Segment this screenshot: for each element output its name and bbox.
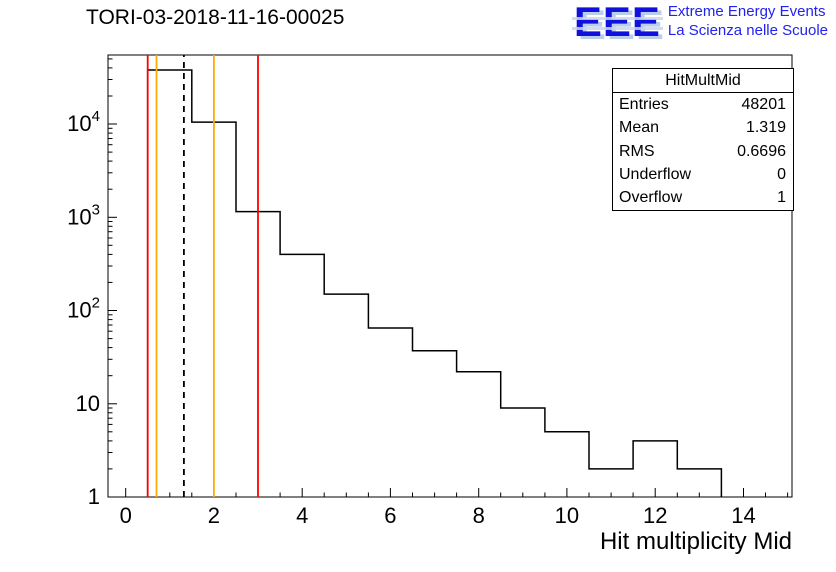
plot-frame bbox=[107, 54, 793, 498]
stats-row: Mean 1.319 bbox=[613, 116, 793, 139]
logo-line2: La Scienza nelle Scuole bbox=[667, 21, 828, 39]
stat-value: 1 bbox=[777, 189, 786, 207]
histogram-step-line bbox=[146, 69, 723, 497]
y-tick-label: 1 bbox=[88, 484, 100, 509]
stat-label: Entries bbox=[619, 96, 669, 114]
stat-value: 0 bbox=[777, 165, 786, 183]
x-tick-label: 6 bbox=[384, 503, 396, 528]
y-tick-label: 10 bbox=[76, 391, 100, 416]
x-tick-label: 8 bbox=[473, 503, 485, 528]
stat-label: RMS bbox=[619, 142, 655, 160]
eee-logo: EEE Extreme Energy Events La Scienza nel… bbox=[571, 0, 828, 45]
stats-row: Underflow 0 bbox=[613, 163, 793, 186]
stat-value: 0.6696 bbox=[737, 142, 786, 160]
y-tick-label: 102 bbox=[67, 295, 100, 323]
logo-text: Extreme Energy Events La Scienza nelle S… bbox=[668, 3, 828, 41]
stats-box: HitMultMid Entries 48201 Mean 1.319 RMS 0.669… bbox=[612, 68, 794, 211]
stat-label: Overflow bbox=[619, 189, 683, 207]
stats-row: Entries 48201 bbox=[613, 93, 793, 116]
x-tick-label: 2 bbox=[208, 503, 220, 528]
x-tick-label: 12 bbox=[643, 503, 667, 528]
logo-line1: Extreme Energy Events bbox=[667, 3, 826, 21]
x-axis-label: Hit multiplicity Mid bbox=[600, 528, 792, 555]
x-tick-label: 4 bbox=[296, 503, 308, 528]
plot-title: TORI-03-2018-11-16-00025 bbox=[86, 6, 345, 29]
y-tick-label: 104 bbox=[67, 108, 100, 136]
x-tick-label: 10 bbox=[555, 503, 579, 528]
stats-row: Overflow 1 bbox=[613, 186, 793, 209]
y-tick-label: 103 bbox=[67, 201, 100, 229]
x-tick-label: 0 bbox=[120, 503, 132, 528]
stats-rows: Entries 48201 Mean 1.319 RMS 0.6696 Underflow 0… bbox=[613, 93, 793, 209]
stats-title: HitMultMid bbox=[613, 69, 793, 94]
stat-value: 1.319 bbox=[745, 119, 786, 137]
stat-label: Underflow bbox=[619, 165, 692, 183]
stat-value: 48201 bbox=[741, 96, 787, 114]
eee-logo-acronym: EEE bbox=[571, 0, 663, 45]
stats-row: RMS 0.6696 bbox=[613, 140, 793, 163]
x-tick-label: 14 bbox=[731, 503, 755, 528]
stat-label: Mean bbox=[619, 119, 660, 137]
